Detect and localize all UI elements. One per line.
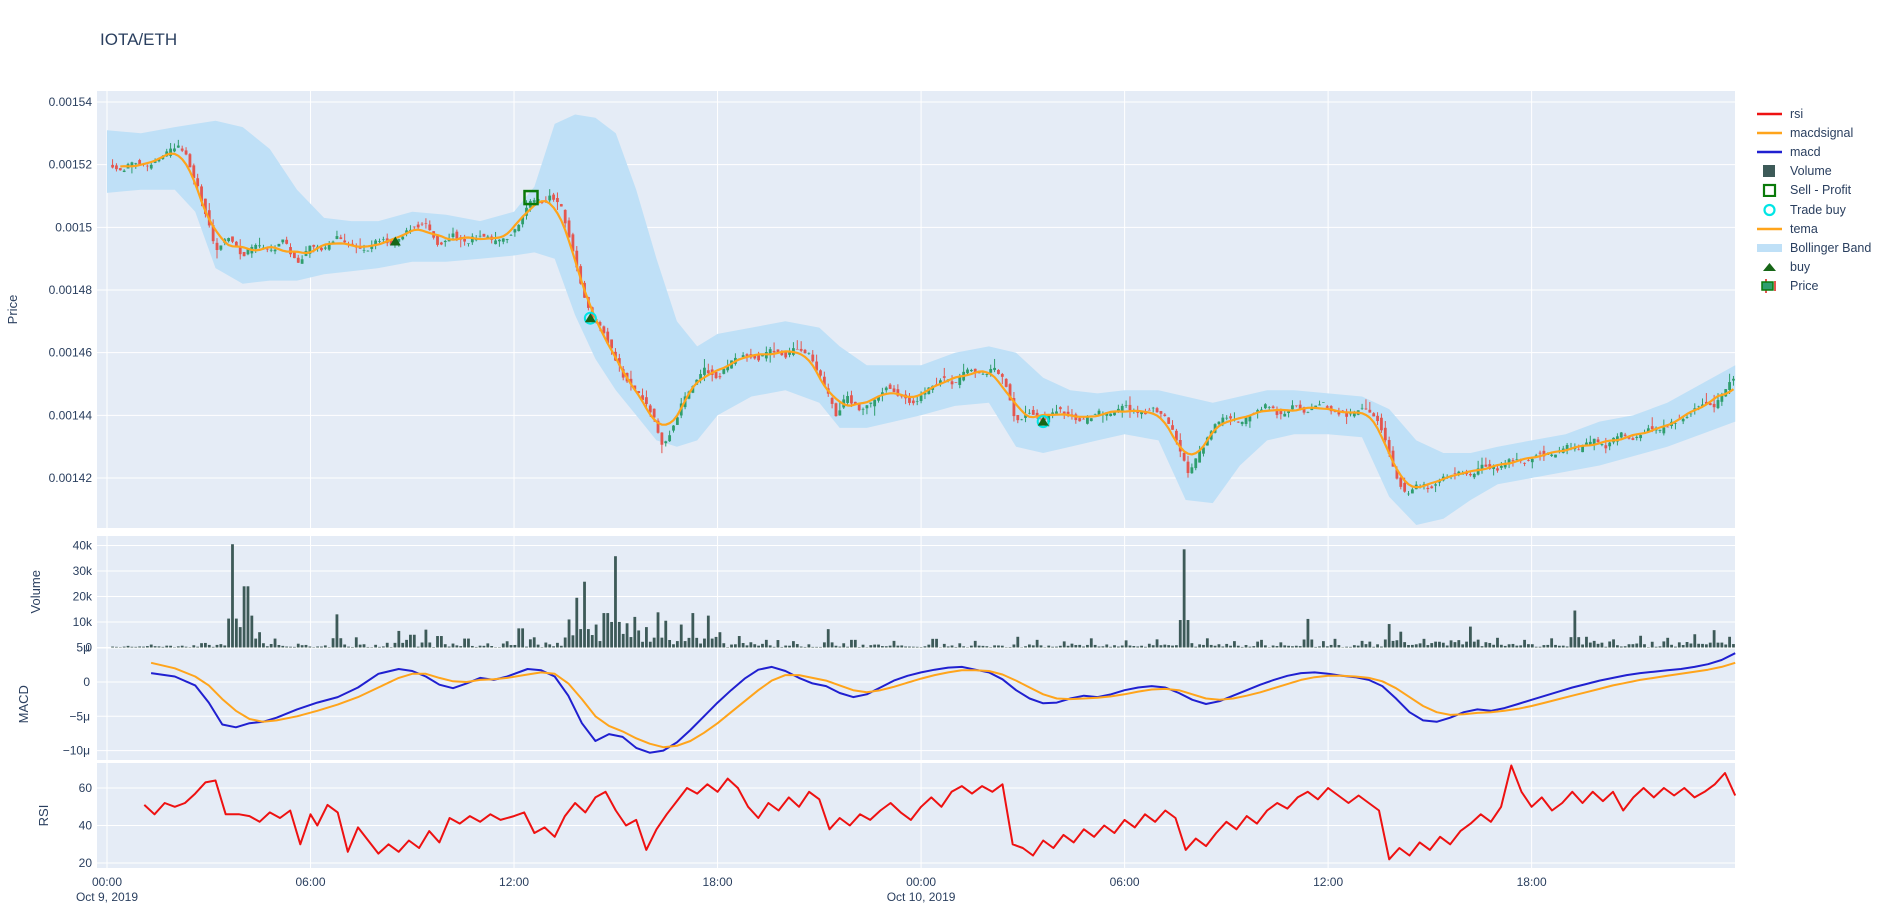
legend-item-macdsignal[interactable]: macdsignal: [1756, 123, 1871, 142]
trade-buy-marker: [1036, 415, 1050, 429]
macdsignal-line: [150, 661, 1736, 749]
legend-item-label: macdsignal: [1790, 125, 1854, 140]
macd-axis-title: MACD: [16, 685, 31, 723]
price-tick-label: 0.0015: [55, 220, 92, 234]
rsi-axis-title: RSI: [36, 805, 51, 827]
legend-item-label: rsi: [1790, 106, 1804, 121]
macd-panel-plot-area[interactable]: [97, 648, 1735, 761]
legend-item-label: macd: [1790, 144, 1821, 159]
buy-marker: [584, 313, 596, 323]
trade-buy-legend-icon: [1763, 203, 1776, 216]
legend-item-label: Volume: [1790, 164, 1832, 179]
volume-tick-label: 10k: [73, 615, 93, 629]
price-axis-title: Price: [5, 295, 20, 325]
legend-item-price[interactable]: Price: [1756, 277, 1871, 296]
legend-item-volume[interactable]: Volume: [1756, 162, 1871, 181]
legend-item-buy[interactable]: buy: [1756, 258, 1871, 277]
rsi-line: [143, 764, 1737, 861]
rsi-tick-label: 20: [79, 856, 93, 870]
trade-buy-marker: [583, 311, 597, 325]
x-tick-label: 18:00: [1517, 875, 1547, 889]
volume-legend-icon: [1763, 165, 1775, 178]
x-tick-label: 00:00: [906, 875, 936, 889]
x-date-label: Oct 10, 2019: [887, 890, 956, 903]
legend-item-label: buy: [1790, 260, 1811, 275]
legend-item-macd[interactable]: macd: [1756, 142, 1871, 161]
x-tick-label: 12:00: [1313, 875, 1343, 889]
volume-axis-title: Volume: [28, 570, 43, 613]
price-tick-label: 0.00154: [49, 95, 93, 109]
rsi-tick-label: 60: [79, 781, 93, 795]
price-tick-label: 0.00144: [49, 408, 93, 422]
macd-tick-label: −5μ: [69, 709, 90, 723]
legend-item-trade-buy[interactable]: Trade buy: [1756, 200, 1871, 219]
x-tick-label: 00:00: [92, 875, 122, 889]
legend-item-tema[interactable]: tema: [1756, 219, 1871, 238]
legend-item-rsi[interactable]: rsi: [1756, 104, 1871, 123]
macd-tick-label: −10μ: [63, 744, 90, 758]
tema-legend-icon: [1757, 227, 1782, 230]
rsi-tick-label: 40: [79, 819, 93, 833]
x-tick-label: 06:00: [296, 875, 326, 889]
legend-item-label: tema: [1790, 221, 1818, 236]
price-legend-icon: [1761, 279, 1776, 294]
volume-tick-label: 20k: [73, 590, 93, 604]
legend-item-label: Bollinger Band: [1790, 240, 1872, 255]
bollinger-band-legend-icon: [1757, 243, 1782, 252]
legend-item-label: Price: [1790, 279, 1819, 294]
x-tick-label: 12:00: [499, 875, 529, 889]
legend-item-label: Sell - Profit: [1790, 183, 1852, 198]
buy-legend-icon: [1763, 263, 1776, 272]
legend-item-sell-profit[interactable]: Sell - Profit: [1756, 181, 1871, 200]
volume-tick-label: 40k: [73, 539, 93, 553]
vol-panel-plot-area[interactable]: [97, 536, 1735, 648]
macdsignal-legend-icon: [1757, 131, 1782, 135]
legend-item-label: Trade buy: [1790, 202, 1846, 217]
bollinger-band-area: [107, 114, 1736, 525]
price-tick-label: 0.00148: [49, 283, 93, 297]
macd-tick-label: 5μ: [76, 641, 90, 655]
price-tick-label: 0.00152: [49, 158, 93, 172]
macd-tick-label: 0: [83, 675, 90, 689]
tema-line: [120, 152, 1735, 489]
volume-bars: [111, 544, 1735, 648]
x-tick-label: 06:00: [1110, 875, 1140, 889]
buy-marker: [1037, 416, 1049, 426]
chart-title: IOTA/ETH: [100, 30, 178, 49]
legend: rsi macdsignal macd Volume Sell - Profit Trad…: [1756, 104, 1871, 296]
price-tick-label: 0.00142: [49, 471, 93, 485]
x-tick-label: 18:00: [703, 875, 733, 889]
volume-tick-label: 30k: [73, 564, 93, 578]
sell-profit-legend-icon: [1762, 184, 1777, 198]
x-date-label: Oct 9, 2019: [76, 890, 138, 903]
price-tick-label: 0.00146: [49, 346, 93, 360]
volume-tick-label: 0: [85, 641, 92, 655]
rsi-legend-icon: [1757, 112, 1782, 115]
legend-item-bollinger-band[interactable]: Bollinger Band: [1756, 238, 1871, 257]
buy-marker: [389, 236, 401, 246]
sell-profit-marker: [523, 189, 539, 206]
rsi-panel-plot-area[interactable]: [97, 763, 1735, 868]
macd-legend-icon: [1757, 150, 1782, 154]
